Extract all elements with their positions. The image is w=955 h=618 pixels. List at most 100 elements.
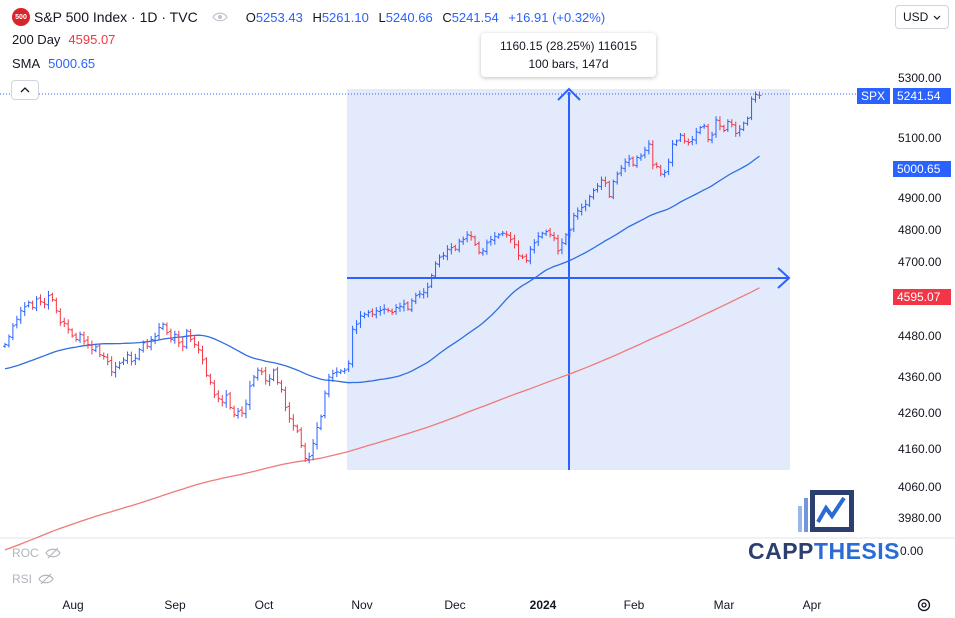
ohlc-bar — [157, 322, 162, 341]
chart-header: 500 S&P 500 Index · 1D · TVC O5253.43 H5… — [12, 6, 605, 28]
measure-arrow-up — [557, 87, 581, 101]
ohlc-bar — [405, 301, 410, 311]
ohlc-bar — [70, 328, 75, 338]
ohlc-bar — [6, 334, 11, 348]
ohlc-bar — [188, 329, 193, 343]
ohlc-bar — [346, 360, 351, 373]
ohlc-bar — [121, 357, 126, 365]
ohlc-bar — [563, 233, 568, 246]
indicator-sma[interactable]: SMA 5000.65 — [12, 56, 96, 71]
ohlc-bar — [449, 242, 454, 255]
ohlc-bar — [603, 176, 608, 187]
ohlc-bar — [30, 300, 35, 310]
ohlc-bar — [3, 342, 7, 348]
logo-bars-icon — [798, 490, 854, 532]
ohlc-bar — [58, 308, 63, 326]
ohlc-bar — [445, 245, 450, 261]
ohlc-bar — [390, 308, 395, 316]
ohlc-bar — [164, 322, 169, 336]
symbol-title[interactable]: S&P 500 Index · 1D · TVC — [34, 9, 198, 25]
chevron-up-icon — [20, 87, 30, 93]
ohlc-bar — [627, 154, 632, 167]
ohlc-bar — [89, 340, 94, 355]
measure-tool[interactable] — [0, 87, 890, 470]
ohlc-bar — [694, 127, 699, 145]
ohlc-bar — [575, 207, 580, 220]
ohlc-bars — [3, 91, 762, 464]
ohlc-bar — [382, 304, 387, 315]
ohlc-bar — [425, 282, 430, 298]
ohlc-bar — [350, 325, 355, 368]
y-tick-label: 4360.00 — [898, 370, 942, 384]
ohlc-bar — [338, 369, 343, 375]
ohlc-bar — [753, 91, 758, 103]
ohlc-bar — [465, 231, 470, 243]
ohlc-bar — [342, 367, 347, 374]
rsi-pane-label[interactable]: RSI — [12, 572, 54, 586]
ohlc-bar — [638, 153, 643, 161]
ohlc-bar — [417, 290, 422, 299]
indicator-200day[interactable]: 200 Day 4595.07 — [12, 32, 116, 47]
ohlc-bar — [105, 353, 110, 366]
ohlc-bar — [180, 336, 185, 352]
ohlc-bar — [212, 380, 217, 399]
ohlc-bar — [326, 373, 331, 398]
ohlc-bar — [153, 332, 158, 345]
ohlc-bar — [623, 158, 628, 173]
x-tick-label: Aug — [62, 598, 83, 612]
ohlc-bar — [279, 380, 284, 393]
eye-off-icon[interactable] — [211, 11, 228, 23]
ohlc-bar — [484, 239, 489, 255]
eye-off-icon[interactable] — [44, 547, 61, 559]
ohlc-bar — [291, 414, 296, 431]
ohlc-bar — [710, 131, 715, 144]
ohlc-bar — [413, 292, 418, 305]
roc-pane-label[interactable]: ROC — [12, 546, 61, 560]
sma-price-tag: 5000.65 — [893, 161, 951, 177]
ohlc-bar — [536, 232, 541, 247]
ohlc-bar — [184, 328, 189, 349]
ohlc-bar — [263, 366, 268, 385]
gear-icon[interactable] — [916, 597, 932, 613]
ohlc-bar — [477, 241, 481, 255]
ohlc-bar — [453, 244, 458, 252]
ohlc-bar — [500, 230, 505, 237]
y-tick-label: 4260.00 — [898, 406, 942, 420]
measure-arrow-right — [777, 267, 791, 289]
measure-tooltip: 1160.15 (28.25%) 116015 100 bars, 147d — [481, 33, 656, 77]
ohlc-bar — [82, 331, 86, 345]
ohlc-bar — [571, 212, 576, 232]
ohlc-bar — [303, 442, 308, 462]
ohlc-bar — [192, 335, 197, 348]
ohlc-bar — [137, 348, 142, 361]
ohlc-bar — [714, 116, 718, 138]
change-value: +16.91 (+0.32%) — [508, 9, 606, 25]
ohlc-bar — [93, 345, 98, 353]
logo-word-thesis: THESIS — [813, 538, 900, 564]
y-tick-label: 4700.00 — [898, 255, 942, 269]
ohlc-bar — [658, 164, 663, 177]
ohlc-bar — [334, 367, 339, 378]
ohlc-bar — [567, 227, 572, 238]
ohlc-bar — [737, 125, 742, 137]
x-tick-label: Mar — [714, 598, 735, 612]
ohlc-bar — [354, 320, 359, 334]
ohlc-bar — [706, 123, 711, 143]
ohlc-bar — [654, 162, 659, 169]
ohlc-bar — [492, 231, 497, 245]
ohlc-bar — [161, 322, 165, 331]
ohlc-bar — [42, 298, 47, 309]
ohlc-bar — [208, 373, 213, 385]
ohlc-bar — [374, 307, 379, 319]
eye-off-icon[interactable] — [38, 573, 54, 585]
collapse-indicators-button[interactable] — [11, 80, 39, 100]
ohlc-bar — [729, 119, 734, 128]
ohlc-bar — [548, 227, 553, 238]
ohlc-bar — [496, 233, 501, 239]
ohlc-bar — [662, 169, 667, 178]
ohlc-bar — [168, 328, 173, 343]
ohlc-bar — [552, 232, 557, 242]
ohlc-bar — [480, 248, 485, 256]
currency-select[interactable]: USD — [895, 5, 949, 29]
